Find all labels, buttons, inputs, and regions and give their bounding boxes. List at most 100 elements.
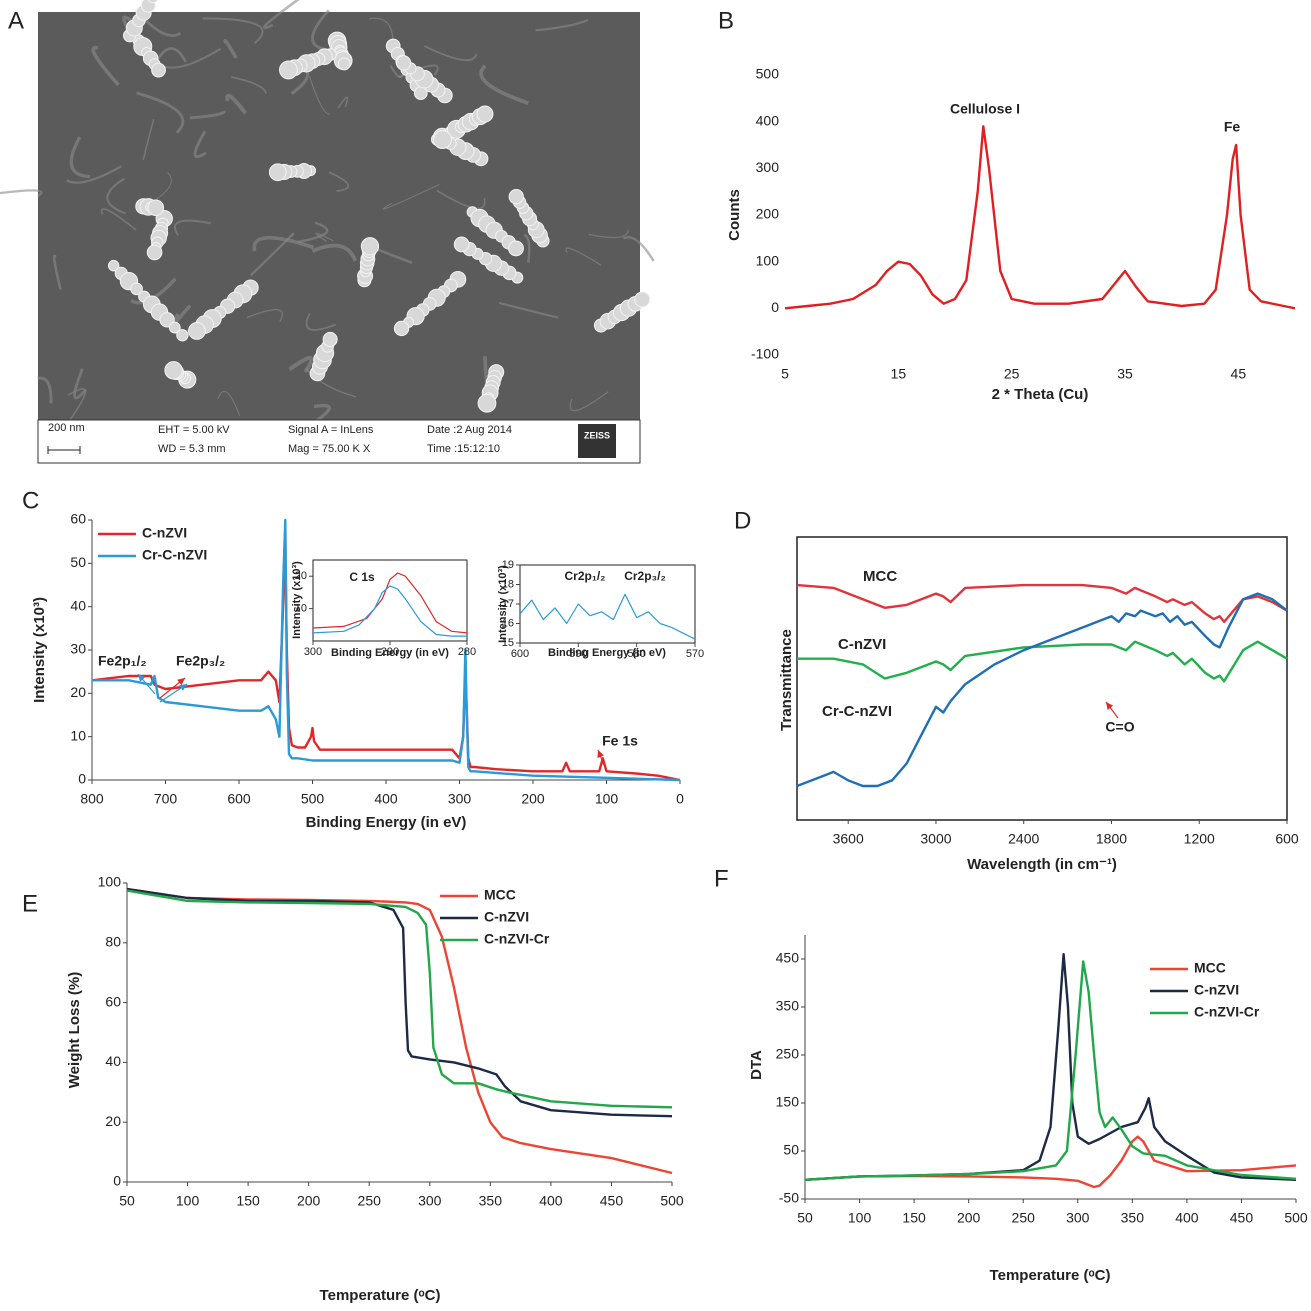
texture — [315, 232, 334, 242]
texture — [223, 38, 238, 59]
y-tick-label: 100 — [756, 252, 780, 268]
y-tick-label: 40 — [70, 597, 86, 613]
texture — [142, 119, 155, 160]
x-tick-label: 25 — [1004, 366, 1020, 382]
particle — [147, 199, 165, 217]
x-tick-label: 600 — [1275, 831, 1299, 847]
series-line — [92, 518, 681, 782]
texture — [231, 76, 267, 94]
annotation: Fe 1s — [602, 733, 638, 749]
particle — [322, 331, 338, 347]
texture — [311, 243, 358, 262]
y-axis-label: Counts — [726, 189, 743, 241]
texture — [193, 130, 207, 159]
x-tick-label: 300 — [418, 1193, 442, 1209]
legend-label: MCC — [484, 887, 516, 903]
y-tick-label: 150 — [776, 1094, 800, 1110]
texture — [202, 17, 264, 45]
series-line — [804, 1135, 1297, 1189]
texture — [100, 208, 137, 231]
texture — [305, 367, 357, 398]
texture — [225, 93, 247, 115]
info-text: Mag = 75.00 K X — [288, 443, 371, 455]
annotation: Cellulose I — [950, 101, 1020, 117]
x-tick-label: 400 — [539, 1193, 563, 1209]
legend-label: MCC — [1194, 960, 1226, 976]
y-tick-label: 19 — [502, 559, 514, 571]
texture — [0, 189, 43, 197]
scale-bar — [47, 446, 81, 454]
x-tick-label: 250 — [1012, 1210, 1036, 1226]
particle — [432, 130, 452, 149]
particle — [168, 321, 181, 334]
x-tick-label: 300 — [304, 646, 322, 658]
y-tick-label: 0 — [78, 771, 86, 787]
info-text: WD = 5.3 mm — [158, 443, 226, 455]
texture — [622, 236, 655, 262]
x-tick-label: 3600 — [833, 831, 864, 847]
x-tick-label: 350 — [479, 1193, 503, 1209]
y-axis-label: Weight Loss (%) — [66, 972, 83, 1088]
x-tick-label: 2400 — [1008, 831, 1039, 847]
y-tick-label: 30 — [70, 641, 86, 657]
texture — [565, 247, 602, 266]
y-tick-label: 0 — [113, 1173, 121, 1189]
x-tick-label: 35 — [1117, 366, 1133, 382]
series-line — [312, 585, 467, 637]
x-tick-label: 50 — [797, 1210, 813, 1226]
particle — [130, 282, 143, 296]
x-tick-label: 450 — [1230, 1210, 1254, 1226]
texture — [106, 177, 127, 215]
x-axis-label: Binding Energy (in eV) — [548, 647, 666, 659]
annotation: Cr2p₁/₂ — [565, 569, 606, 583]
x-tick-label: 50 — [119, 1193, 135, 1209]
series-line — [312, 572, 468, 634]
y-tick-label: 400 — [756, 112, 780, 128]
y-tick-label: 500 — [756, 66, 780, 82]
annotation: Fe — [1224, 119, 1241, 135]
sem-image — [38, 12, 640, 420]
series-line — [126, 887, 673, 1118]
y-tick-label: 100 — [98, 874, 122, 890]
y-tick-label: 17 — [502, 598, 514, 610]
texture — [164, 47, 222, 69]
series-line — [796, 583, 1288, 624]
x-tick-label: 0 — [676, 791, 684, 807]
x-tick-label: 150 — [902, 1210, 926, 1226]
x-axis-label: Binding Energy (in eV) — [331, 647, 449, 659]
texture — [498, 301, 559, 319]
texture — [217, 390, 241, 416]
particle — [151, 62, 166, 78]
y-tick-label: 20 — [105, 1113, 121, 1129]
series-line — [797, 640, 1288, 683]
texture — [337, 96, 349, 109]
y-tick-label: 50 — [783, 1142, 799, 1158]
y-tick-label: 60 — [105, 993, 121, 1009]
series-line — [519, 593, 696, 640]
y-tick-label: 16 — [502, 617, 514, 629]
x-tick-label: 200 — [957, 1210, 981, 1226]
particle — [634, 291, 651, 308]
texture — [328, 171, 350, 192]
panel-label: C — [22, 487, 39, 514]
y-tick-label: 20 — [70, 684, 86, 700]
x-axis-label: Temperature (ᵒC) — [320, 1287, 441, 1304]
texture — [155, 47, 187, 63]
x-tick-label: 200 — [521, 791, 545, 807]
particle — [147, 0, 159, 4]
panel-label: D — [734, 507, 751, 534]
x-tick-label: 100 — [176, 1193, 200, 1209]
x-tick-label: 700 — [154, 791, 178, 807]
particle — [453, 236, 470, 253]
particle — [146, 244, 163, 261]
arrow-head — [597, 750, 604, 758]
x-axis-label: Binding Energy (in eV) — [306, 814, 467, 831]
x-tick-label: 1200 — [1184, 831, 1215, 847]
texture — [136, 91, 185, 134]
plot-frame — [796, 536, 1288, 821]
series-line — [126, 889, 673, 1109]
annotation: C=O — [1105, 719, 1134, 735]
x-tick-label: 100 — [595, 791, 619, 807]
particle — [164, 361, 183, 380]
